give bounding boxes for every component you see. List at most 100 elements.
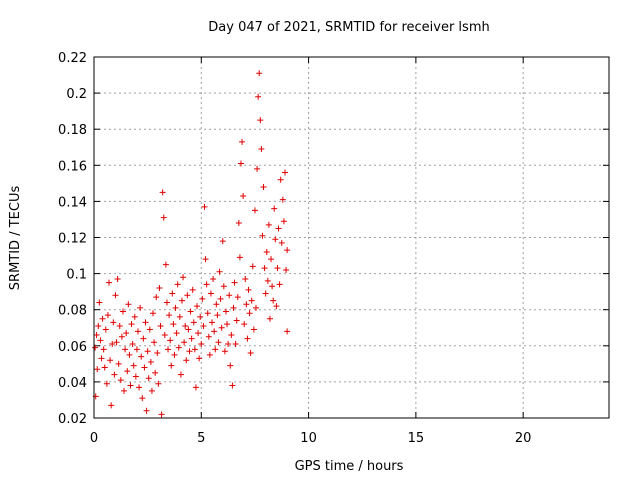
data-point [102,326,109,333]
data-point [245,286,252,293]
data-point [207,290,214,297]
data-point [121,387,128,394]
data-point [145,375,152,382]
data-point [262,290,269,297]
data-point [132,373,139,380]
data-point [184,292,191,299]
data-point [147,359,154,366]
data-point [283,266,290,273]
data-point [148,387,155,394]
data-point [162,261,169,268]
y-tick-label: 0.22 [58,51,87,66]
data-point [241,321,248,328]
data-point [161,331,168,338]
data-point [151,339,158,346]
data-point [260,183,267,190]
data-point [246,310,253,317]
data-point [273,303,280,310]
data-point [173,330,180,337]
data-point [280,218,287,225]
data-point [231,279,238,286]
data-point [150,310,157,317]
x-tick-label: 15 [408,431,425,446]
data-point [115,360,122,367]
data-point [232,340,239,347]
data-point [261,265,268,272]
data-point [183,357,190,364]
data-point [188,335,195,342]
data-point [236,254,243,261]
data-point [249,263,256,270]
data-point [143,407,150,414]
data-point [169,290,176,297]
data-point [172,304,179,311]
chart-title: Day 047 of 2021, SRMTID for receiver lsm… [208,20,489,35]
data-point [274,265,281,272]
data-point [227,362,234,369]
data-point [265,221,272,228]
data-point [199,295,206,302]
data-point [159,189,166,196]
data-point [127,382,134,389]
data-point [107,357,114,364]
data-point [201,203,208,210]
data-point [155,380,162,387]
y-tick-label: 0.12 [58,232,87,247]
data-point [190,319,197,326]
data-point [216,268,223,275]
data-point [226,292,233,299]
data-point [154,350,161,357]
data-point [195,330,202,337]
data-point [270,297,277,304]
data-point [153,294,160,301]
data-point [106,279,113,286]
data-point [185,326,192,333]
data-point [205,333,212,340]
data-point [206,351,213,358]
data-point [284,328,291,335]
data-point [230,304,237,311]
data-point [152,369,159,376]
y-tick-label: 0.14 [58,195,87,210]
x-axis-label: GPS time / hours [295,459,404,474]
data-point [269,283,276,290]
data-point [215,339,222,346]
data-point [218,324,225,331]
data-point [255,93,262,100]
data-point [253,304,260,311]
data-point [98,355,105,362]
data-point [178,297,185,304]
data-point [176,313,183,320]
data-point [234,294,241,301]
y-tick-label: 0.1 [66,268,87,283]
data-point [139,395,146,402]
data-point [228,331,235,338]
data-point [212,346,219,353]
y-axis-label: SRMTID / TECUs [8,186,23,291]
y-tick-label: 0.08 [58,304,87,319]
data-point [242,276,249,283]
data-point [100,346,107,353]
data-point [175,344,182,351]
data-point [113,339,120,346]
data-point [214,312,221,319]
data-point [158,411,165,418]
data-point [126,351,133,358]
data-point [248,297,255,304]
data-point [233,317,240,324]
data-point [211,328,218,335]
data-point [97,337,104,344]
data-point [217,295,224,302]
y-tick-label: 0.04 [58,376,87,391]
data-point [177,371,184,378]
data-point [196,355,203,362]
data-point [250,326,257,333]
data-point [204,310,211,317]
data-point [168,362,175,369]
data-point [140,335,147,342]
data-point [118,333,125,340]
data-point [122,346,129,353]
data-point [93,331,100,338]
data-point [92,344,99,351]
data-point [240,192,247,199]
